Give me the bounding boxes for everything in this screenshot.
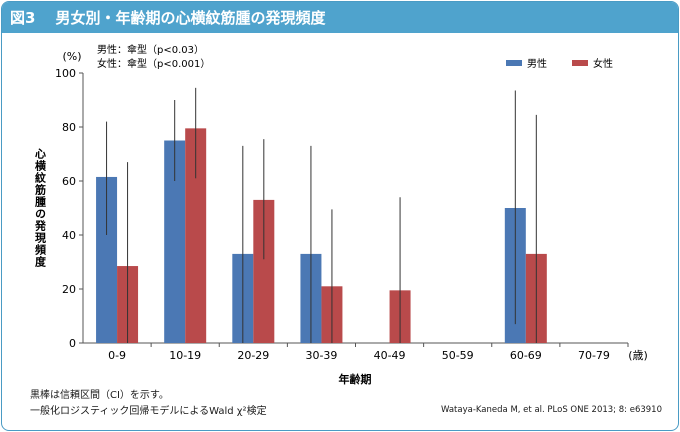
x-tick-label: 30-39 [305, 349, 337, 362]
y-unit-label: (%) [62, 50, 81, 63]
x-unit-label: (歳) [628, 349, 648, 362]
y-tick-label: 80 [62, 121, 76, 134]
bar-male [164, 140, 186, 343]
x-tick-label: 40-49 [374, 349, 406, 362]
bar-female [185, 128, 207, 343]
chart-error-bars [106, 87, 537, 343]
figure-title: 男女別・年齢期の心横紋筋腫の発現頻度 [55, 9, 326, 27]
legend-label-male: 男性 [527, 57, 547, 70]
citation: Wataya-Kaneda M, et al. PLoS ONE 2013; 8… [440, 405, 662, 415]
note-ci: 黒棒は信頼区間（CI）を示す。 [30, 390, 169, 401]
bar-male [96, 176, 118, 343]
x-axis-title: 年齢期 [339, 372, 372, 386]
bar-female [253, 199, 275, 343]
x-tick-label: 0-9 [108, 349, 126, 362]
legend: 男性 女性 [506, 57, 613, 70]
figure-header: 図3 男女別・年齢期の心横紋筋腫の発現頻度 [2, 2, 678, 33]
annotation-female: 女性：傘型（p<0.001） [97, 57, 210, 70]
y-tick-label: 60 [62, 175, 76, 188]
y-axis-title: 心横紋筋腫の発現頻度 [34, 148, 48, 268]
x-tick-label: 50-59 [442, 349, 474, 362]
chart-bars [96, 128, 547, 343]
y-tick-label: 40 [62, 229, 76, 242]
x-tick-label: 60-69 [510, 349, 542, 362]
annotation-male: 男性：傘型（p<0.03） [97, 43, 204, 56]
x-tick-label: 10-19 [169, 349, 201, 362]
legend-swatch-female [572, 60, 588, 66]
legend-swatch-male [506, 60, 522, 66]
y-tick-label: 0 [69, 337, 76, 350]
y-tick-label: 100 [55, 67, 76, 80]
x-tick-label: 70-79 [578, 349, 610, 362]
y-tick-label: 20 [62, 283, 76, 296]
legend-label-female: 女性 [593, 57, 613, 70]
figure-label: 図3 [10, 9, 36, 27]
x-tick-label: 20-29 [237, 349, 269, 362]
chart-labels: (%) 男性：傘型（p<0.03） 女性：傘型（p<0.001） (歳) 年齢期… [34, 43, 648, 386]
note-test: 一般化ロジスティック回帰モデルによるWald χ²検定 [30, 406, 267, 417]
